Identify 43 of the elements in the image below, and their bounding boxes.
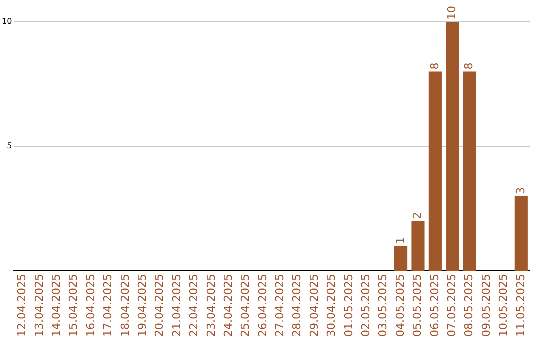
x-tick-label: 05.05.2025 bbox=[411, 274, 424, 338]
x-tick-label: 28.04.2025 bbox=[290, 274, 304, 338]
x-tick-label: 16.04.2025 bbox=[84, 274, 98, 338]
data-label: 8 bbox=[428, 62, 442, 70]
x-tick-label: 06.05.2025 bbox=[428, 274, 442, 338]
bar bbox=[446, 22, 460, 272]
x-tick-label: 22.04.2025 bbox=[188, 274, 201, 338]
x-tick-label: 03.05.2025 bbox=[376, 274, 390, 338]
x-tick-label: 24.04.2025 bbox=[222, 274, 235, 338]
data-label: 10 bbox=[445, 6, 458, 20]
x-tick-label: 11.05.2025 bbox=[514, 274, 528, 338]
x-tick-label: 18.04.2025 bbox=[118, 274, 132, 338]
x-tick-label: 12.04.2025 bbox=[16, 274, 29, 338]
x-tick-label: 17.04.2025 bbox=[102, 274, 115, 338]
x-tick-label: 25.04.2025 bbox=[239, 274, 252, 338]
x-tick-label: 27.04.2025 bbox=[274, 274, 287, 338]
x-tick-label: 29.04.2025 bbox=[308, 274, 321, 338]
x-tick-label: 30.04.2025 bbox=[325, 274, 338, 338]
x-tick-label: 20.04.2025 bbox=[153, 274, 166, 338]
x-tick-label: 26.04.2025 bbox=[256, 274, 270, 338]
x-tick-label: 01.05.2025 bbox=[342, 274, 356, 338]
y-tick-label: 5 bbox=[7, 142, 12, 151]
data-label: 2 bbox=[411, 212, 424, 220]
x-tick-label: 09.05.2025 bbox=[480, 274, 493, 338]
bar bbox=[428, 72, 442, 272]
bar bbox=[514, 196, 528, 272]
x-tick-label: 10.05.2025 bbox=[497, 274, 510, 338]
x-tick-label: 08.05.2025 bbox=[462, 274, 476, 338]
x-tick-label: 15.04.2025 bbox=[67, 274, 80, 338]
x-tick-label: 23.04.2025 bbox=[204, 274, 218, 338]
x-tick-label: 19.04.2025 bbox=[136, 274, 149, 338]
x-tick-label: 21.04.2025 bbox=[170, 274, 184, 338]
data-label: 3 bbox=[514, 187, 528, 194]
data-label: 8 bbox=[462, 62, 476, 70]
bar bbox=[463, 72, 476, 272]
data-label: 1 bbox=[394, 237, 407, 244]
x-tick-label: 14.04.2025 bbox=[50, 274, 64, 338]
bar bbox=[412, 221, 425, 272]
x-tick-label: 07.05.2025 bbox=[445, 274, 458, 338]
x-tick-label: 04.05.2025 bbox=[394, 274, 407, 338]
x-tick-label: 02.05.2025 bbox=[360, 274, 373, 338]
bar bbox=[394, 246, 408, 272]
x-tick-label: 13.04.2025 bbox=[32, 274, 46, 338]
